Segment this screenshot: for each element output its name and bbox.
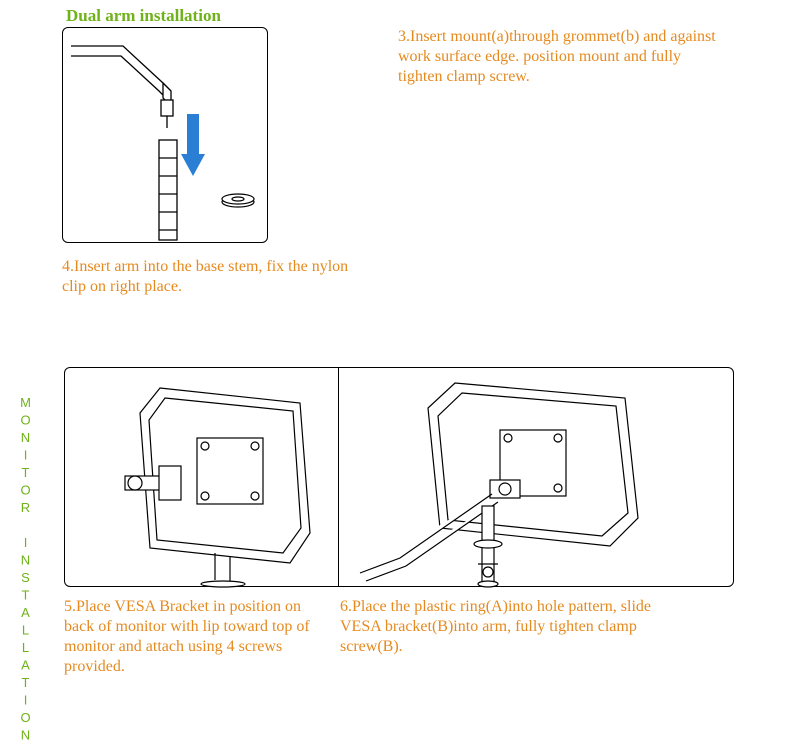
step-5-text: 5.Place VESA Bracket in position on back… [64,597,332,677]
section-title: Dual arm installation [66,6,221,26]
figure-panel-monitor [64,367,734,587]
step-4-text: 4.Insert arm into the base stem, fix the… [62,257,362,297]
step-6-text: 6.Place the plastic ring(A)into hole pat… [340,597,680,657]
down-arrow-icon [181,114,205,176]
figure-arm-into-stem [63,28,269,244]
step-3-text: 3.Insert mount(a)through grommet(b) and … [398,27,718,87]
figure-arm-assembly [340,368,735,588]
clip-icon [222,194,254,207]
figure-vesa-bracket [65,368,338,588]
figure-panel-step4 [62,27,268,243]
panel-divider [338,368,339,586]
side-section-label: MONITOR INSTALLATION [18,395,33,745]
